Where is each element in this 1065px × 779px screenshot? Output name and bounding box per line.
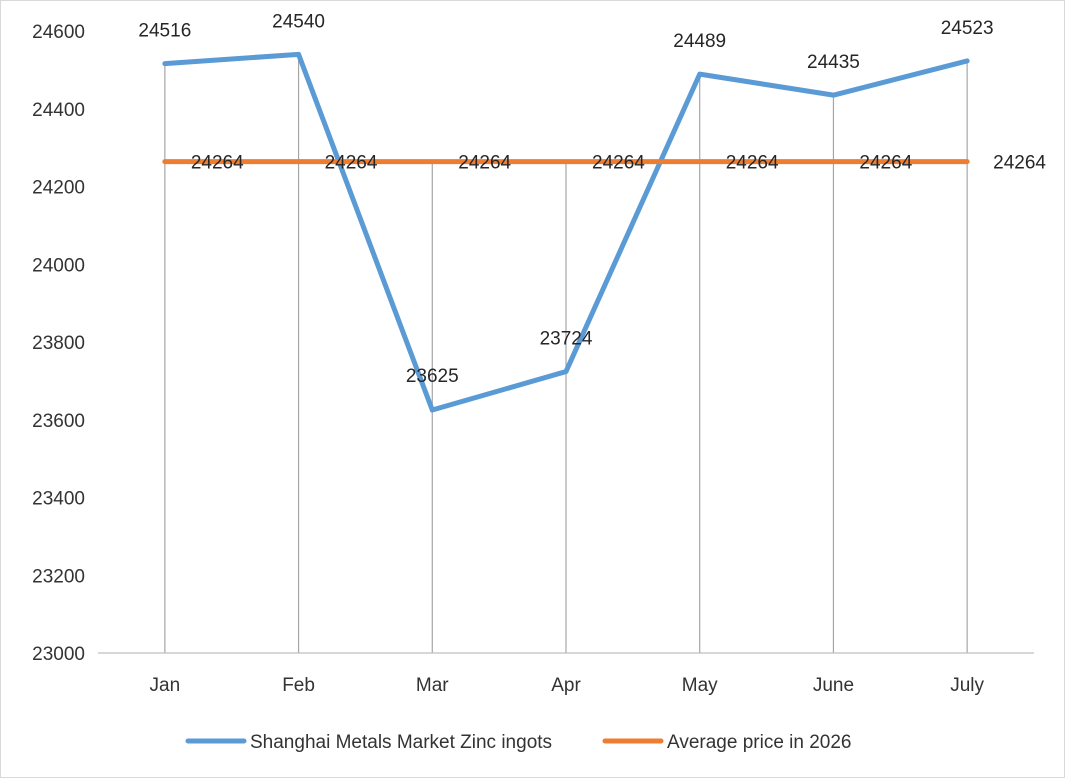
zinc-price-line (162, 51, 970, 413)
axes: 23000 23200 23400 23600 23800 24000 24200 24400… (32, 22, 1034, 696)
data-label-average: 24264 (458, 153, 511, 174)
x-tick-label: June (813, 675, 854, 696)
y-tick-label: 23000 (32, 644, 85, 665)
legend-label: Average price in 2026 (667, 732, 852, 753)
data-label-average: 24264 (592, 153, 645, 174)
y-tick-label: 24400 (32, 100, 85, 121)
y-tick-label: 23600 (32, 411, 85, 432)
x-tick-label: Jan (150, 675, 181, 696)
data-label-zinc: 24516 (138, 21, 191, 42)
y-tick-label: 23800 (32, 333, 85, 354)
y-tick-label: 24000 (32, 255, 85, 276)
data-label-average: 24264 (191, 153, 244, 174)
y-tick-label: 23200 (32, 566, 85, 587)
x-tick-label: Feb (282, 675, 315, 696)
legend-label: Shanghai Metals Market Zinc ingots (250, 732, 552, 753)
data-label-zinc: 24435 (807, 52, 860, 73)
legend: Shanghai Metals Market Zinc ingots Averag… (185, 732, 852, 753)
x-tick-label: May (682, 675, 718, 696)
x-tick-label: Mar (416, 675, 449, 696)
data-label-average: 24264 (859, 153, 912, 174)
data-label-zinc: 24489 (673, 31, 726, 52)
y-tick-label: 24200 (32, 178, 85, 199)
data-label-zinc: 24540 (272, 11, 325, 32)
data-label-average: 24264 (325, 153, 378, 174)
drop-lines (164, 54, 968, 653)
y-tick-label: 24600 (32, 22, 85, 43)
data-label-average: 24264 (726, 153, 779, 174)
data-label-zinc: 23724 (540, 329, 593, 350)
data-labels: 24516 24540 23625 23724 24489 24435 24523 24264… (138, 11, 1046, 387)
data-label-zinc: 24523 (941, 18, 994, 39)
series-lines (162, 51, 970, 413)
data-label-zinc: 23625 (406, 366, 459, 387)
x-tick-label: Apr (551, 675, 581, 696)
y-tick-label: 23400 (32, 489, 85, 510)
data-label-average: 24264 (993, 153, 1046, 174)
x-tick-label: July (950, 675, 984, 696)
